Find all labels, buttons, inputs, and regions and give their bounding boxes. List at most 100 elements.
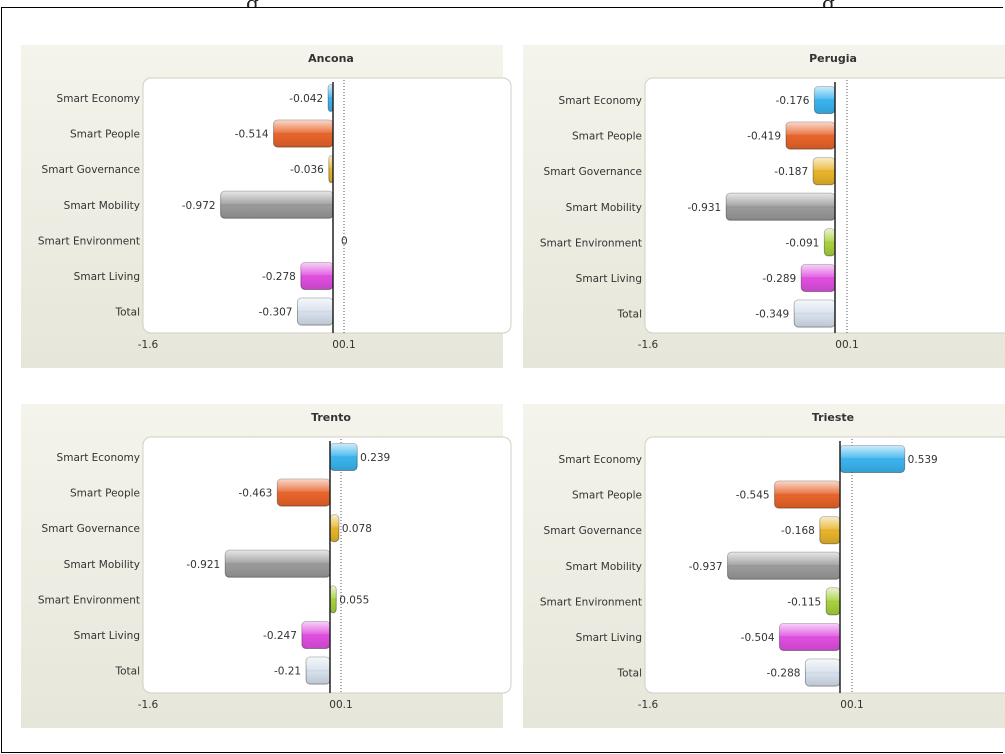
- chart-panel-ancona: Ancona Smart Economy -0.042 Smart People -0.…: [21, 45, 512, 368]
- value-label: -0.21: [274, 666, 301, 678]
- value-label: -0.278: [262, 271, 296, 283]
- value-label: -0.419: [747, 131, 781, 143]
- value-label: -0.514: [235, 129, 269, 141]
- chart-title: Trieste: [812, 411, 854, 424]
- value-label: -0.091: [786, 237, 820, 249]
- category-label: Smart People: [572, 490, 642, 502]
- category-label: Total: [114, 666, 140, 678]
- x-tick-label: -1.6: [138, 339, 159, 351]
- category-label: Smart Mobility: [566, 561, 642, 573]
- value-label: -0.115: [787, 596, 821, 608]
- x-tick-label: 00.1: [840, 699, 863, 711]
- value-label: -0.463: [238, 488, 272, 500]
- category-label: Smart Economy: [57, 452, 140, 464]
- value-label: -0.036: [290, 164, 324, 176]
- category-label: Smart Environment: [540, 237, 642, 249]
- bar-shine: [220, 191, 333, 219]
- value-label: -0.921: [186, 559, 220, 571]
- bar-shine: [819, 516, 840, 544]
- bar-shine: [779, 623, 840, 651]
- value-label: -0.247: [263, 630, 297, 642]
- x-tick-label: -1.6: [638, 339, 659, 351]
- bar-shine: [801, 264, 835, 292]
- value-label: -0.307: [259, 307, 293, 319]
- category-label: Smart Mobility: [566, 202, 642, 214]
- category-label: Smart Living: [576, 273, 642, 285]
- x-tick-label: 00.1: [332, 339, 355, 351]
- value-label: 0: [341, 235, 348, 247]
- value-label: 0.055: [339, 594, 369, 606]
- cropped-caption-glyph: g: [246, 0, 259, 7]
- bar-shine: [786, 122, 835, 150]
- bar-shine: [727, 552, 840, 580]
- value-label: -0.937: [689, 561, 723, 573]
- category-label: Smart Governance: [42, 164, 140, 176]
- bar-shine: [726, 193, 835, 221]
- category-label: Smart People: [70, 129, 140, 141]
- category-label: Smart Governance: [544, 525, 642, 537]
- category-label: Smart Economy: [559, 95, 642, 107]
- bar-shine: [330, 443, 358, 471]
- category-label: Smart Economy: [559, 454, 642, 466]
- category-label: Total: [616, 668, 642, 680]
- bar-shine: [225, 550, 330, 578]
- bar-shine: [826, 587, 840, 615]
- category-label: Total: [616, 309, 642, 321]
- value-label: -0.349: [755, 309, 789, 321]
- value-label: -0.187: [774, 166, 808, 178]
- category-label: Smart Mobility: [64, 200, 140, 212]
- bar-shine: [814, 86, 835, 114]
- category-label: Smart Governance: [42, 523, 140, 535]
- value-label: -0.504: [741, 632, 775, 644]
- cropped-caption-strip: g g: [0, 0, 1005, 7]
- bar-shine: [330, 585, 337, 613]
- category-label: Smart Living: [74, 271, 140, 283]
- category-label: Total: [114, 307, 140, 319]
- value-label: -0.288: [767, 668, 801, 680]
- cropped-caption-glyph: g: [822, 0, 835, 7]
- chart-title: Trento: [311, 411, 351, 424]
- value-label: -0.289: [762, 273, 796, 285]
- bar-shine: [300, 262, 333, 290]
- category-label: Smart Economy: [57, 93, 140, 105]
- category-label: Smart Living: [74, 630, 140, 642]
- value-label: -0.972: [182, 200, 216, 212]
- bar-shine: [330, 514, 339, 542]
- category-label: Smart Governance: [544, 166, 642, 178]
- value-label: 0.539: [908, 454, 938, 466]
- value-label: -0.168: [781, 525, 815, 537]
- category-label: Smart Environment: [38, 235, 140, 247]
- chart-panel-trieste: Trieste Smart Economy 0.539 Smart People -0.…: [523, 404, 1005, 728]
- bar-shine: [297, 298, 333, 326]
- x-tick-label: -1.6: [138, 699, 159, 711]
- chart-panel-perugia: Perugia Smart Economy -0.176 Smart People -0…: [523, 45, 1005, 368]
- bar-shine: [328, 84, 333, 112]
- x-tick-label: 00.1: [835, 339, 858, 351]
- bar-shine: [273, 120, 333, 148]
- bar-shine: [794, 300, 835, 328]
- value-label: -0.176: [776, 95, 810, 107]
- category-label: Smart People: [572, 131, 642, 143]
- chart-title: Ancona: [308, 52, 354, 65]
- value-label: -0.931: [687, 202, 721, 214]
- bar-shine: [301, 621, 330, 649]
- bar-shine: [813, 157, 835, 185]
- figure-frame: [1, 7, 1003, 753]
- bar-shine: [824, 228, 835, 256]
- value-label: -0.545: [736, 490, 770, 502]
- value-label: -0.042: [289, 93, 323, 105]
- category-label: Smart Mobility: [64, 559, 140, 571]
- category-label: Smart Environment: [540, 596, 642, 608]
- category-label: Smart Environment: [38, 594, 140, 606]
- category-label: Smart Living: [576, 632, 642, 644]
- category-label: Smart People: [70, 488, 140, 500]
- chart-title: Perugia: [809, 52, 857, 65]
- bar-shine: [328, 155, 333, 183]
- bar-shine: [277, 479, 330, 507]
- bar-shine: [306, 657, 330, 685]
- x-tick-label: -1.6: [638, 699, 659, 711]
- x-tick-label: 00.1: [329, 699, 352, 711]
- chart-panel-trento: Trento Smart Economy 0.239 Smart People -0.4…: [21, 404, 512, 728]
- value-label: 0.078: [342, 523, 372, 535]
